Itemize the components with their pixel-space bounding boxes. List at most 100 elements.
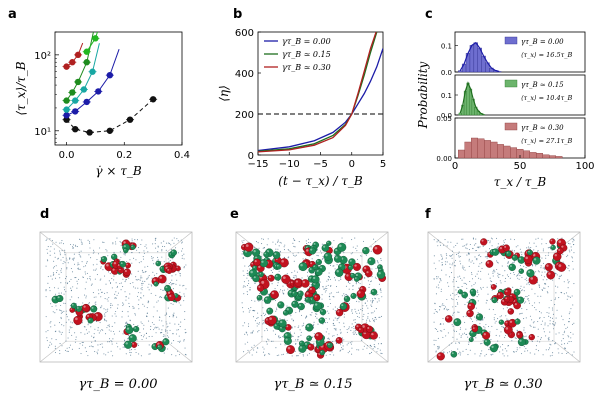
- solvent-dot: [252, 316, 255, 318]
- solvent-dot: [438, 347, 440, 349]
- solvent-dot: [254, 282, 256, 284]
- solvent-dot: [310, 314, 312, 316]
- solvent-dot: [570, 308, 572, 310]
- solvent-dot: [502, 243, 504, 246]
- solvent-dot: [183, 340, 185, 342]
- solvent-dot: [539, 311, 541, 313]
- solvent-dot: [528, 281, 530, 283]
- solvent-dot: [545, 335, 547, 337]
- particle-highlight: [468, 304, 471, 307]
- particle-highlight: [337, 338, 339, 341]
- solvent-dot: [470, 272, 473, 274]
- solvent-dot: [333, 277, 336, 279]
- solvent-dot: [380, 289, 382, 292]
- solvent-dot: [547, 325, 549, 327]
- solvent-dot: [246, 334, 249, 336]
- solvent-dot: [457, 276, 459, 278]
- solvent-dot: [174, 247, 177, 249]
- solvent-dot: [480, 353, 482, 355]
- particle-green: [453, 318, 462, 327]
- solvent-dot: [115, 315, 117, 317]
- particle-highlight: [532, 253, 536, 257]
- solvent-dot: [339, 329, 341, 331]
- particle-highlight: [174, 294, 176, 296]
- solvent-dot: [77, 297, 79, 299]
- solvent-dot: [159, 296, 161, 298]
- solvent-dot: [111, 278, 113, 280]
- solvent-dot: [433, 278, 435, 280]
- solvent-dot: [122, 304, 124, 307]
- solvent-dot: [344, 295, 346, 297]
- solvent-dot: [549, 331, 551, 333]
- series-blue: [62, 49, 120, 119]
- solvent-dot: [293, 245, 295, 248]
- solvent-dot: [378, 283, 380, 285]
- solvent-dot: [532, 265, 534, 267]
- solvent-dot: [551, 307, 554, 309]
- solvent-dot: [278, 336, 280, 338]
- solvent-dot: [340, 349, 342, 351]
- particle-highlight: [274, 324, 277, 327]
- solvent-dot: [540, 337, 542, 339]
- solvent-dot: [569, 296, 572, 298]
- solvent-dot: [133, 257, 135, 259]
- solvent-dot: [85, 297, 87, 299]
- solvent-dot: [60, 259, 62, 261]
- solvent-dot: [458, 342, 461, 344]
- y-tick-label: 10¹: [34, 127, 51, 138]
- solvent-dot: [103, 275, 106, 277]
- particle-highlight: [251, 262, 254, 265]
- solvent-dot: [302, 324, 304, 326]
- solvent-dot: [536, 340, 538, 342]
- solvent-dot: [251, 331, 253, 333]
- solvent-dot: [62, 256, 64, 258]
- solvent-dot: [82, 344, 84, 346]
- solvent-dot: [475, 307, 477, 309]
- solvent-dot: [338, 306, 340, 308]
- solvent-dot: [570, 337, 572, 339]
- solvent-dot: [334, 254, 336, 256]
- solvent-dot: [455, 289, 457, 291]
- particle-highlight: [497, 293, 501, 296]
- solvent-dot: [65, 310, 67, 312]
- solvent-dot: [336, 291, 338, 293]
- solvent-dot: [267, 353, 270, 355]
- solvent-dot: [309, 303, 312, 306]
- particle-highlight: [123, 245, 126, 248]
- solvent-dot: [144, 245, 146, 247]
- particle-highlight: [265, 297, 268, 300]
- solvent-dot: [340, 346, 343, 349]
- solvent-dot: [362, 240, 365, 242]
- panel-label-b: b: [233, 7, 242, 22]
- solvent-dot: [140, 243, 142, 246]
- solvent-dot: [437, 284, 439, 286]
- histogram-bar: [484, 140, 491, 159]
- solvent-dot: [370, 250, 372, 252]
- solvent-dot: [57, 257, 59, 259]
- solvent-dot: [543, 331, 545, 333]
- solvent-dot: [93, 296, 95, 298]
- solvent-dot: [131, 240, 133, 242]
- solvent-dot: [64, 252, 66, 254]
- solvent-dot: [351, 310, 353, 312]
- solvent-dot: [148, 301, 150, 303]
- particle-highlight: [83, 305, 86, 308]
- solvent-dot: [145, 244, 147, 246]
- solvent-dot: [469, 349, 471, 351]
- solvent-dot: [254, 320, 257, 322]
- solvent-dot: [243, 293, 245, 295]
- solvent-dot: [356, 333, 358, 336]
- solvent-dot: [97, 253, 100, 255]
- solvent-dot: [571, 354, 573, 356]
- particle-highlight: [349, 259, 352, 262]
- solvent-dot: [565, 327, 567, 330]
- solvent-dot: [68, 280, 71, 282]
- solvent-dot: [293, 332, 296, 334]
- solvent-dot: [60, 316, 62, 318]
- solvent-dot: [568, 318, 570, 320]
- solvent-dot: [88, 331, 90, 333]
- solvent-dot: [136, 339, 138, 341]
- solvent-dot: [160, 288, 162, 291]
- solvent-dot: [88, 302, 90, 304]
- solvent-dot: [59, 350, 61, 352]
